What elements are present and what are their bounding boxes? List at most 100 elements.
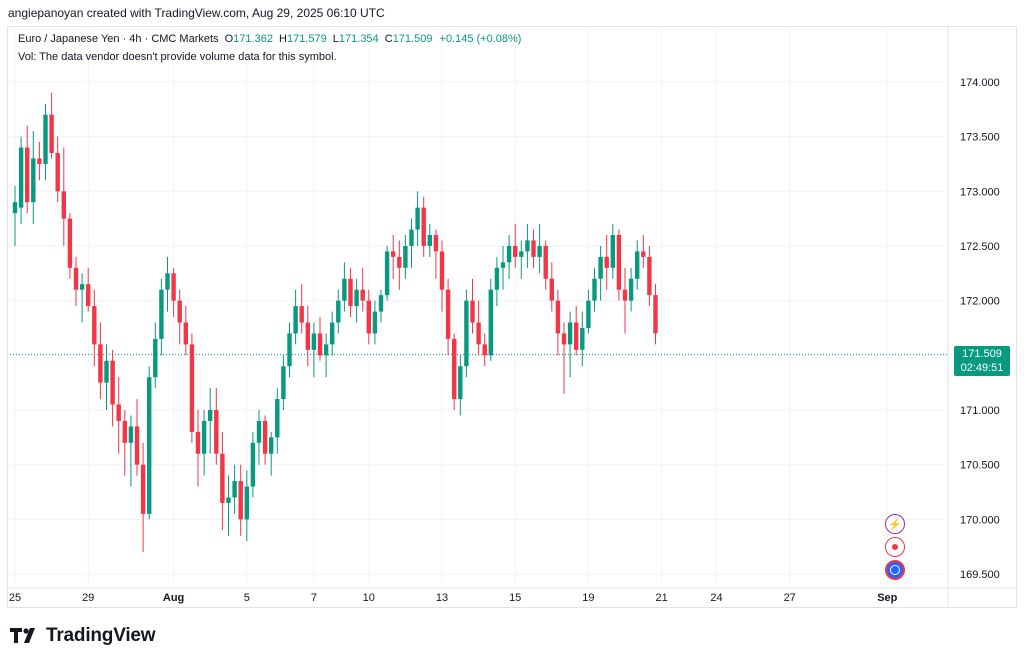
candle-body xyxy=(287,333,292,367)
chart-frame[interactable] xyxy=(7,26,1017,608)
tradingview-logo-text: TradingView xyxy=(46,625,156,646)
candle-body xyxy=(378,295,384,312)
y-tick-label: 172.000 xyxy=(960,296,1000,308)
y-tick-label: 170.500 xyxy=(960,460,1000,472)
candle-body xyxy=(372,311,378,334)
candle-body xyxy=(214,410,219,454)
close-value: 171.509 xyxy=(392,33,433,45)
candle-body xyxy=(494,267,500,290)
candle-body xyxy=(49,114,54,153)
candle-body xyxy=(622,289,628,301)
candle-body xyxy=(555,300,561,334)
candle-body xyxy=(348,278,353,307)
tradingview-logo-icon xyxy=(10,628,35,643)
candle-body xyxy=(104,360,109,383)
candle-body xyxy=(488,289,493,356)
candle-body xyxy=(86,284,91,307)
candle-body xyxy=(543,245,548,279)
candle-body xyxy=(232,481,237,498)
candle-body xyxy=(336,300,341,323)
candle-body xyxy=(519,251,524,257)
last-price: 171.509 xyxy=(962,348,1002,361)
candle-body xyxy=(226,497,231,503)
candle-body xyxy=(635,251,640,279)
candle-body xyxy=(311,333,317,350)
candle-body xyxy=(317,333,323,356)
candle-body xyxy=(525,240,530,252)
y-tick-label: 171.000 xyxy=(960,405,1000,417)
y-tick-label: 170.000 xyxy=(960,514,1000,526)
candle-body xyxy=(330,322,335,345)
candle-body xyxy=(98,344,103,383)
candle-body xyxy=(476,322,481,345)
open-value: 171.362 xyxy=(233,33,273,45)
candle-body xyxy=(262,420,268,454)
candle-body xyxy=(574,322,579,350)
candle-body xyxy=(73,267,79,290)
candle-body xyxy=(567,322,573,345)
candle-body xyxy=(598,256,603,279)
x-tick-label: 5 xyxy=(244,592,250,604)
candle-body xyxy=(531,240,536,257)
candles xyxy=(12,92,658,553)
x-tick-label: 21 xyxy=(655,592,667,604)
x-tick-label: 25 xyxy=(9,592,21,604)
candle-body xyxy=(641,251,646,257)
candle-body xyxy=(415,207,420,230)
candle-body xyxy=(122,420,127,443)
candle-body xyxy=(61,191,66,219)
candle-body xyxy=(165,273,170,290)
candle-body xyxy=(561,333,567,345)
candle-body xyxy=(293,306,298,334)
candle-body xyxy=(220,453,225,503)
candle-body xyxy=(445,289,451,339)
x-tick-label: 15 xyxy=(509,592,521,604)
candle-body xyxy=(208,410,213,421)
candle-body xyxy=(610,235,615,268)
candle-body xyxy=(427,235,432,246)
candle-body xyxy=(452,338,457,400)
candle-body xyxy=(12,202,18,214)
candle-body xyxy=(549,278,554,301)
x-tick-label: Aug xyxy=(163,592,184,604)
low-value: 171.354 xyxy=(338,33,379,45)
candle-body xyxy=(183,322,188,345)
candle-body xyxy=(537,245,542,257)
last-price-tag: 171.509 02:49:51 xyxy=(954,346,1010,377)
low-label: L xyxy=(332,33,339,45)
candle-body xyxy=(128,426,134,443)
candle-body xyxy=(55,152,60,192)
candle-body xyxy=(250,442,256,487)
candle-body xyxy=(458,366,463,400)
x-tick-label: 24 xyxy=(710,592,722,604)
candle-body xyxy=(482,344,487,356)
candle-body xyxy=(403,245,408,268)
candle-body xyxy=(513,245,518,257)
candle-body xyxy=(43,114,48,164)
globe-icon[interactable] xyxy=(885,560,905,580)
candle-body xyxy=(110,360,115,405)
y-tick-label: 173.000 xyxy=(960,186,1000,198)
candle-body xyxy=(92,306,97,345)
candle-body xyxy=(171,273,176,301)
candle-body xyxy=(305,322,310,350)
candle-body xyxy=(586,300,591,328)
candle-body xyxy=(397,256,402,268)
record-icon[interactable] xyxy=(885,537,905,557)
tradingview-logo[interactable]: TradingView xyxy=(10,625,156,647)
candle-body xyxy=(616,235,622,290)
lightning-icon[interactable]: ⚡ xyxy=(885,514,905,534)
x-tick-label: 10 xyxy=(363,592,375,604)
candle-body xyxy=(201,420,207,454)
open-label: O xyxy=(224,33,234,45)
x-tick-label: 13 xyxy=(436,592,448,604)
candle-body xyxy=(153,338,158,378)
x-tick-label: 19 xyxy=(582,592,594,604)
candle-body xyxy=(116,404,121,421)
change-value: +0.145 (+0.08%) xyxy=(439,33,522,45)
candle-body xyxy=(134,426,140,465)
candle-body xyxy=(275,399,280,438)
candle-body xyxy=(299,306,304,323)
bar-countdown: 02:49:51 xyxy=(960,362,1004,375)
